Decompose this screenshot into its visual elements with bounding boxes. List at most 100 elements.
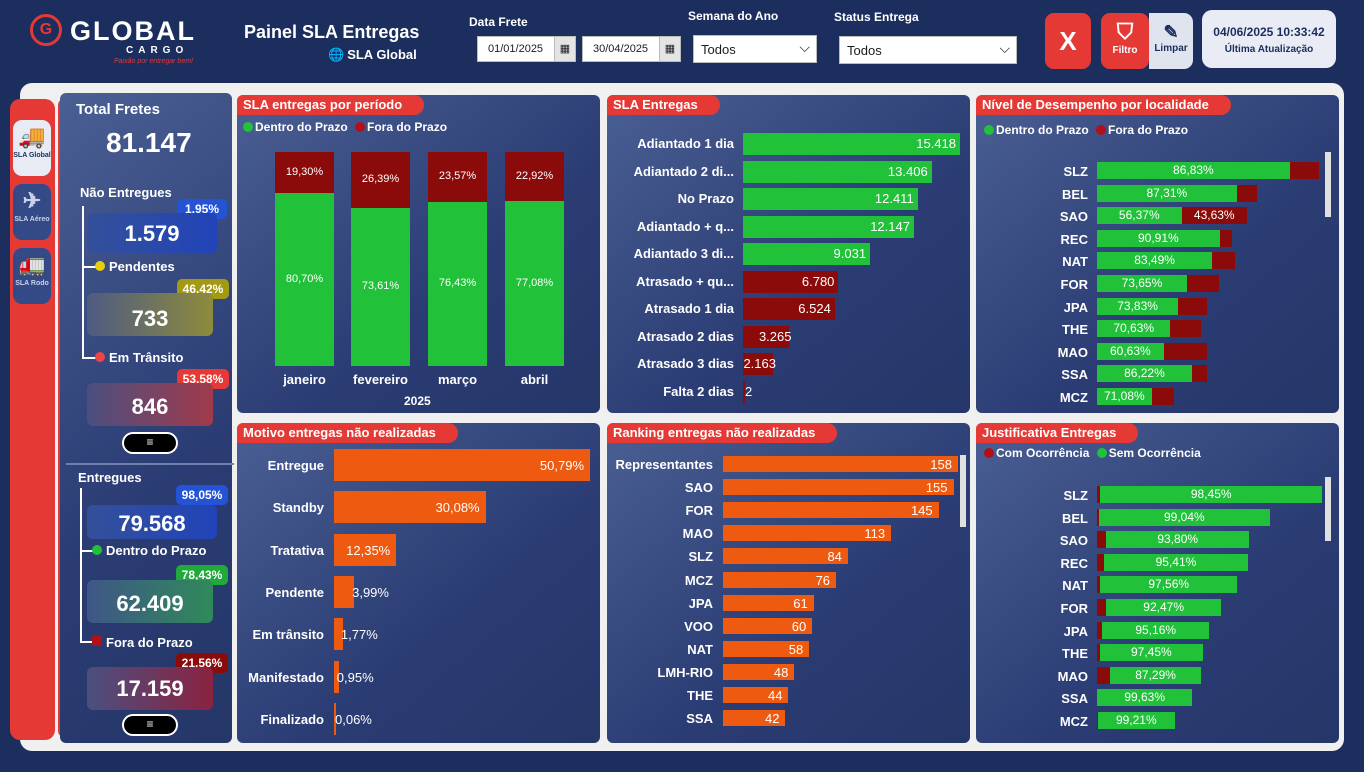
bar-sem-ocorrencia	[1102, 621, 1209, 639]
tree-line	[82, 357, 96, 359]
bar-com-ocorrencia	[1097, 576, 1101, 594]
data-frete-label: Data Frete	[469, 15, 528, 29]
entregues-value: 79.568	[87, 505, 217, 539]
category-label: Atrasado + qu...	[636, 273, 734, 289]
data-label: 19,30%	[285, 165, 324, 178]
data-label: 60	[791, 618, 807, 634]
bar-segment	[1178, 297, 1207, 315]
scrollbar[interactable]	[1325, 152, 1331, 217]
category-label: JPA	[688, 595, 713, 611]
logo: G GLOBAL CARGO Paixão por entregar bem!	[26, 10, 226, 74]
bar-segment	[1097, 184, 1237, 202]
category-label: REC	[1060, 231, 1088, 247]
semana-label: Semana do Ano	[688, 9, 779, 23]
data-label: 42	[764, 711, 780, 727]
data-label: 43,63%	[1193, 208, 1235, 223]
category-label: Atrasado 1 dia	[644, 301, 734, 316]
bar	[743, 243, 871, 265]
scrollbar[interactable]	[1325, 477, 1331, 541]
panel-motivo: Motivo entregas não realizadas Entregue 5…	[237, 423, 600, 743]
semana-select[interactable]: Todos ⌵	[693, 35, 817, 63]
category-label: Atrasado 2 dias	[637, 328, 734, 344]
panel-ranking: Ranking entregas não realizadas Represen…	[607, 423, 970, 743]
data-label: 158	[930, 457, 952, 472]
panel-title: SLA Entregas	[607, 95, 720, 115]
bar	[743, 325, 789, 348]
divider	[66, 463, 234, 465]
calendar-icon[interactable]: ▦	[659, 36, 681, 62]
panel-title: Justificativa Entregas	[976, 423, 1139, 443]
nav-sla-global[interactable]: 🚚 SLA Global	[13, 120, 51, 176]
dentro-value: 62.409	[87, 580, 213, 623]
data-label: 97,45%	[1130, 645, 1172, 660]
bar-segment	[1170, 320, 1201, 338]
category-label: VOO	[684, 618, 713, 634]
status-select[interactable]: Todos ⌵	[839, 36, 1017, 64]
bar-segment	[1289, 162, 1319, 179]
x-tick-label: abril	[520, 372, 549, 387]
data-label: 3,99%	[352, 584, 389, 600]
excel-export-button[interactable]: X	[1045, 13, 1091, 69]
category-label: BEL	[1062, 186, 1088, 202]
category-label: MAO	[682, 526, 713, 542]
data-label: 6.780	[801, 273, 835, 289]
data-label: 87,29%	[1135, 667, 1176, 682]
category-label: SSA	[1061, 367, 1088, 383]
bar-com-ocorrencia	[1097, 644, 1100, 662]
legend: Dentro do Prazo Fora do Prazo	[984, 123, 1188, 137]
category-label: FOR	[1060, 277, 1088, 292]
data-label: 93,80%	[1157, 532, 1199, 547]
filter-button[interactable]: ⛉ Filtro	[1101, 13, 1149, 69]
bar	[723, 663, 795, 680]
data-label: 61	[793, 595, 808, 611]
clear-button[interactable]: ✎ Limpar	[1149, 13, 1193, 69]
bar	[743, 298, 835, 320]
expand-button[interactable]: ≡	[122, 714, 178, 736]
panel-title: Ranking entregas não realizadas	[607, 423, 838, 443]
data-label: 95,16%	[1135, 622, 1177, 637]
bar	[334, 491, 486, 524]
data-label: 23,57%	[438, 170, 477, 183]
last-update-box: 04/06/2025 10:33:42 Última Atualização	[1202, 10, 1336, 68]
panel-title: SLA entregas por período	[237, 95, 425, 115]
category-label: NAT	[687, 641, 713, 657]
data-label: 76,43%	[438, 277, 477, 290]
category-label: SAO	[1059, 533, 1088, 549]
expand-button[interactable]: ≡	[122, 432, 178, 454]
data-label: 56,37%	[1118, 208, 1160, 223]
scrollbar[interactable]	[960, 455, 966, 527]
bar-segment	[1219, 229, 1232, 247]
legend-dot-icon	[243, 122, 253, 132]
total-fretes-label: Total Fretes	[76, 101, 160, 118]
data-label: 2.163	[743, 356, 776, 371]
x-group-label: 2025	[404, 394, 431, 408]
bar-sem-ocorrencia	[1110, 666, 1201, 684]
bar-segment	[1097, 207, 1182, 225]
category-label: REC	[1060, 555, 1088, 571]
bar	[743, 353, 774, 375]
data-label: 73,61%	[361, 280, 400, 293]
calendar-icon[interactable]: ▦	[554, 36, 576, 62]
bar-com-ocorrencia	[1097, 553, 1104, 571]
bar-dentro-prazo	[351, 208, 410, 366]
data-label: 99,21%	[1115, 713, 1157, 727]
logo-text: GLOBAL	[70, 16, 196, 46]
data-label: 145	[910, 503, 933, 519]
truck-icon: 🚚	[18, 124, 46, 149]
nav-sla-rodo[interactable]: 🚛 SLA Rodo	[13, 248, 51, 304]
category-label: JPA	[1063, 299, 1088, 315]
bar-com-ocorrencia	[1097, 666, 1111, 684]
category-label: Manifestado	[248, 669, 324, 685]
data-label: 50,79%	[539, 458, 584, 473]
transit-dot-icon	[95, 352, 105, 362]
nav-sla-aereo[interactable]: ✈ SLA Aéreo	[13, 184, 51, 240]
bar-segment	[1097, 297, 1179, 315]
plane-icon: ✈	[22, 188, 42, 213]
data-label: 60,63%	[1109, 343, 1151, 358]
data-label: 86,22%	[1124, 366, 1165, 381]
bar	[334, 660, 339, 693]
bar-segment	[1236, 184, 1257, 202]
bar-segment	[1097, 229, 1220, 247]
pendentes-value: 733	[87, 293, 213, 336]
panel-justificativa: Justificativa Entregas Com Ocorrência Se…	[976, 423, 1339, 743]
